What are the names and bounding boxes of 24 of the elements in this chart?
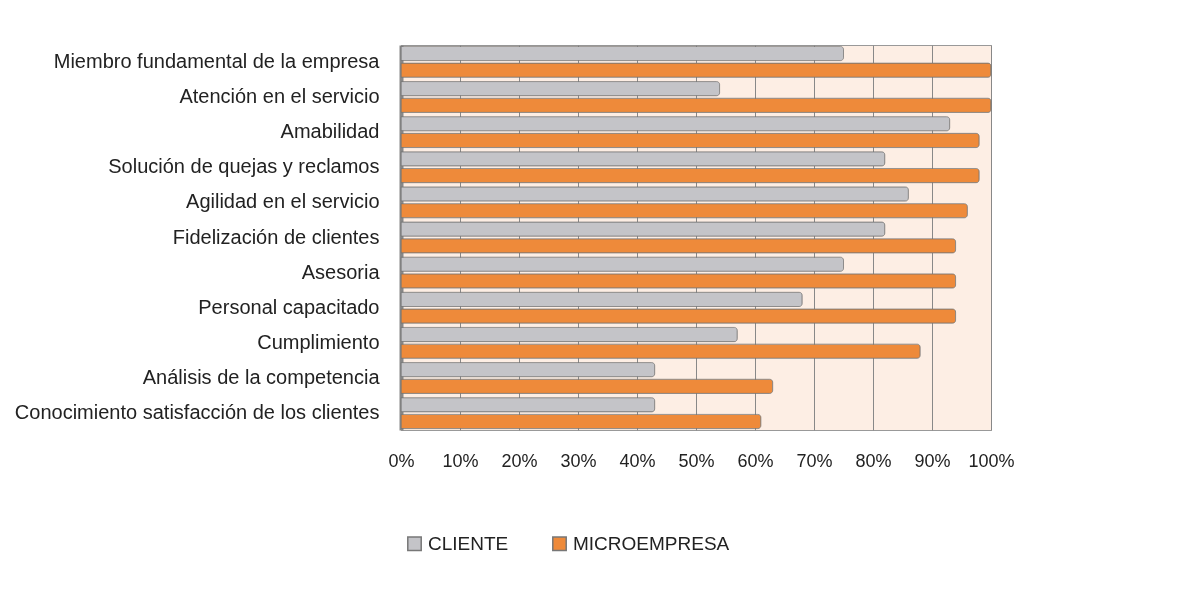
y-tick-label: Amabilidad [280,120,380,143]
x-tick-label: 100% [968,450,1015,471]
x-tick-label: 0% [388,450,415,471]
x-tick-label: 60% [737,450,774,471]
x-tick-label: 20% [501,450,538,471]
x-tick-label: 50% [678,450,715,471]
y-tick-label: Cumplimiento [257,330,380,353]
y-tick-label: Fidelización de clientes [172,225,380,248]
x-tick-label: 10% [442,450,479,471]
y-tick-label: Personal capacitado [198,295,380,318]
y-tick-label: Atención en el servicio [179,84,380,107]
y-tick-label: Conocimiento satisfacción de los clientes [14,401,380,424]
y-tick-label: Asesoria [301,260,381,283]
y-tick-label: Solución de quejas y reclamos [108,155,380,178]
y-tick-label: Agilidad en el servicio [186,190,380,213]
x-tick-label: 90% [914,450,951,471]
y-tick-label: Análisis de la competencia [142,366,381,389]
x-tick-label: 70% [796,450,833,471]
legend-label: MICROEMPRESA [573,532,730,554]
legend-label: CLIENTE [428,532,509,554]
x-tick-label: 80% [855,450,892,471]
y-tick-label: Miembro fundamental de la empresa [53,49,381,72]
x-tick-label: 40% [619,450,656,471]
x-tick-label: 30% [560,450,597,471]
